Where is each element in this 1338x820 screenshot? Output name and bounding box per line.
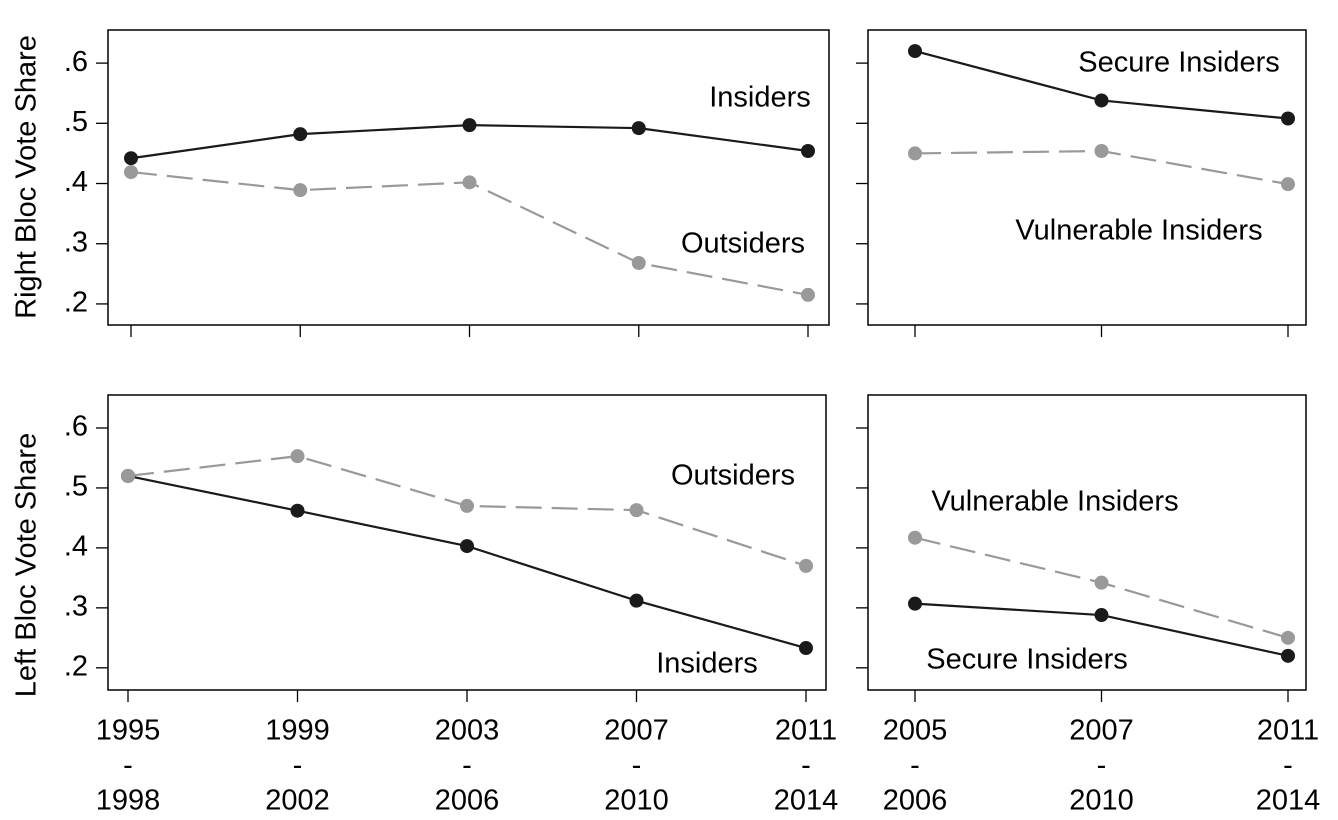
y-tick-label: .3 <box>64 591 88 623</box>
x-tick-label: 2007 <box>604 715 669 747</box>
x-tick-label: 2010 <box>604 785 669 817</box>
data-point <box>908 44 922 59</box>
series-label: Outsiders <box>671 460 795 492</box>
data-point <box>460 498 474 513</box>
y-tick-label: .2 <box>64 650 88 682</box>
x-tick-label: 2006 <box>435 785 500 817</box>
x-tick-label: - <box>1097 750 1107 782</box>
x-tick-label: 2014 <box>1256 785 1321 817</box>
data-point <box>631 121 646 136</box>
series-label: Secure Insiders <box>926 644 1128 676</box>
x-tick-label: - <box>293 750 303 782</box>
data-point <box>799 558 813 573</box>
x-tick-label: 2007 <box>1069 715 1134 747</box>
data-point <box>1094 608 1109 623</box>
y-tick-label: .3 <box>64 226 88 258</box>
data-point <box>1281 111 1295 126</box>
data-point <box>1281 648 1295 663</box>
data-point <box>124 151 138 166</box>
data-point <box>124 165 138 180</box>
x-tick-label: 2002 <box>265 785 330 817</box>
y-tick-label: .4 <box>64 531 88 563</box>
x-tick-label: 2011 <box>1257 715 1319 747</box>
y-tick-label: .6 <box>64 46 88 78</box>
data-point <box>293 127 308 142</box>
y-axis-label: Left Bloc Vote Share <box>11 433 43 697</box>
data-point <box>801 287 815 302</box>
x-tick-label: 2006 <box>883 785 948 817</box>
series-label: Vulnerable Insiders <box>931 486 1178 518</box>
series-label: Insiders <box>709 82 811 114</box>
data-point <box>1281 177 1295 192</box>
x-tick-label: 2003 <box>435 715 500 747</box>
data-point <box>290 503 305 518</box>
x-tick-label: 1998 <box>96 785 161 817</box>
x-tick-label: 1995 <box>96 715 161 747</box>
data-point <box>1094 575 1109 590</box>
plot-frame <box>867 394 1307 691</box>
x-tick-label: - <box>1283 750 1293 782</box>
series-label: Insiders <box>656 648 758 680</box>
data-point <box>908 596 922 611</box>
data-point <box>1094 144 1109 159</box>
series-label: Vulnerable Insiders <box>1015 215 1262 247</box>
series-label: Outsiders <box>681 228 805 260</box>
x-tick-label: 2011 <box>775 715 837 747</box>
data-point <box>801 144 815 159</box>
plot-frame <box>107 29 830 326</box>
data-point <box>462 175 477 190</box>
data-point <box>799 641 813 656</box>
x-tick-label: 2014 <box>774 785 839 817</box>
data-point <box>290 449 305 464</box>
y-axis-label: Right Bloc Vote Share <box>11 35 43 319</box>
data-point <box>460 539 474 554</box>
y-tick-label: .5 <box>64 471 88 503</box>
data-point <box>629 503 644 518</box>
x-tick-label: - <box>632 750 642 782</box>
y-tick-label: .5 <box>64 106 88 138</box>
y-tick-label: .2 <box>64 287 88 319</box>
data-point <box>462 118 477 133</box>
x-tick-label: 2010 <box>1069 785 1134 817</box>
series-label: Secure Insiders <box>1078 47 1280 79</box>
y-tick-label: .4 <box>64 166 88 198</box>
x-tick-label: - <box>801 750 811 782</box>
data-point <box>629 593 644 608</box>
data-point <box>121 468 135 483</box>
x-tick-label: 2005 <box>883 715 948 747</box>
data-point <box>1281 630 1295 645</box>
x-tick-label: - <box>123 750 133 782</box>
data-point <box>293 183 308 198</box>
x-tick-label: - <box>462 750 472 782</box>
y-tick-label: .6 <box>64 411 88 443</box>
data-point <box>908 530 922 545</box>
x-tick-label: 1999 <box>265 715 330 747</box>
x-tick-label: - <box>910 750 920 782</box>
data-point <box>1094 93 1109 108</box>
plot-frame <box>867 29 1307 326</box>
data-point <box>631 255 646 270</box>
data-point <box>908 146 922 161</box>
